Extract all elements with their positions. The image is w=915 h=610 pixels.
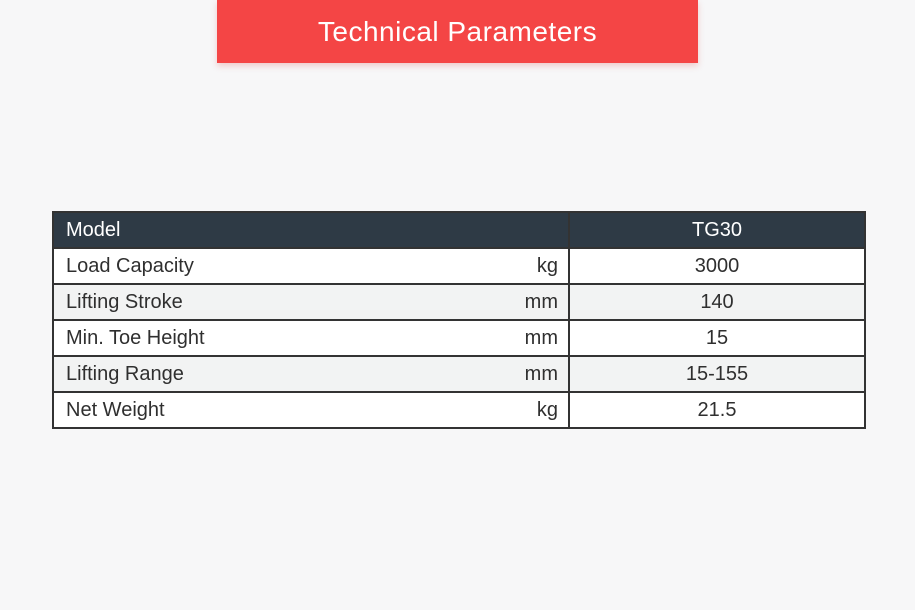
technical-parameters-table: Model TG30 Load Capacity kg 3000 Lifting… [52,211,866,429]
parameter-label: Load Capacity [66,254,194,277]
parameter-cell: Lifting Stroke mm [52,283,570,321]
model-header-cell: Model [52,211,570,249]
table-row: Lifting Stroke mm 140 [52,283,866,321]
parameter-label: Lifting Stroke [66,290,183,313]
parameter-value: 3000 [568,247,866,285]
parameter-cell: Lifting Range mm [52,355,570,393]
table-row: Load Capacity kg 3000 [52,247,866,285]
parameter-value: 15 [568,319,866,357]
parameter-unit: mm [524,290,558,313]
parameter-value: 21.5 [568,391,866,429]
parameter-cell: Load Capacity kg [52,247,570,285]
parameter-cell: Net Weight kg [52,391,570,429]
parameter-label: Min. Toe Height [66,326,205,349]
banner-title: Technical Parameters [317,15,598,47]
parameter-value: 140 [568,283,866,321]
table-row: Net Weight kg 21.5 [52,391,866,429]
parameter-unit: mm [524,326,558,349]
parameter-unit: mm [524,362,558,385]
technical-parameters-banner: Technical Parameters [217,0,698,63]
parameter-label: Lifting Range [66,362,184,385]
model-value-header-cell: TG30 [568,211,866,249]
parameter-unit: kg [536,398,558,421]
table-row: Min. Toe Height mm 15 [52,319,866,357]
table-header-row: Model TG30 [52,211,866,249]
parameter-cell: Min. Toe Height mm [52,319,570,357]
parameter-value: 15-155 [568,355,866,393]
parameter-unit: kg [536,254,558,277]
parameter-label: Net Weight [66,398,165,421]
table-row: Lifting Range mm 15-155 [52,355,866,393]
